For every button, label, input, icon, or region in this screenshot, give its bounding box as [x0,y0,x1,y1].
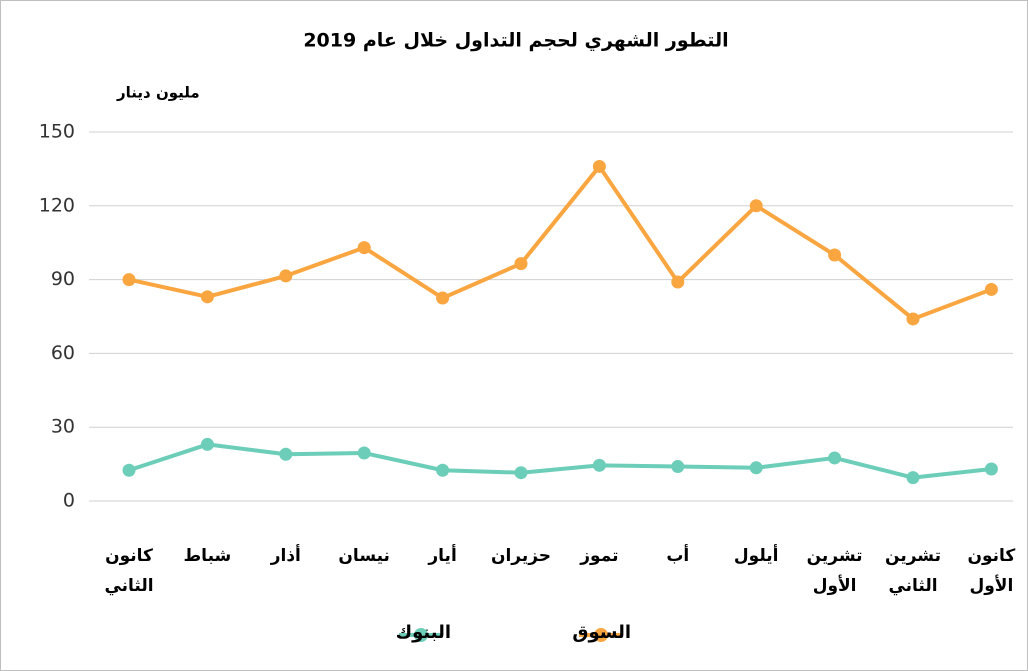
legend-swatch-marker [594,628,608,642]
line-series [128,164,993,321]
data-point [436,291,450,305]
data-point [514,466,528,480]
data-point [906,312,920,326]
x-tick-label: كانون الثاني [104,546,154,596]
y-tick-label: 120 [39,194,75,216]
x-tick-label: شباط [183,546,232,566]
y-tick-label: 90 [51,268,75,290]
x-tick-label: نيسان [338,546,390,566]
data-point [749,199,763,213]
data-point [828,248,842,262]
y-axis-label: مليون دينار [116,84,200,102]
y-tick-label: 60 [51,342,75,364]
x-tick-label: تشرين الثاني [885,546,941,596]
x-tick-label: أيلول [733,546,779,566]
data-point [592,159,606,173]
y-tick-label: 0 [63,490,75,512]
legend-label: السوق [572,622,631,643]
x-tick-label: أب [666,546,690,566]
data-point [200,290,214,304]
y-tick-label: 30 [51,416,75,438]
x-tick-label: تموز [580,546,619,566]
data-point [984,282,998,296]
data-point [357,241,371,255]
x-tick-label: أذار [270,546,301,566]
x-tick-label: تشرين الأول [806,546,863,596]
legend-label: البنوك [396,622,451,643]
data-point [671,460,685,474]
chart-title: التطور الشهري لحجم التداول خلال عام 2019 [303,30,728,53]
data-point [200,437,214,451]
data-point [357,446,371,460]
line-series [128,442,992,480]
data-point [749,461,763,475]
data-point [122,463,136,477]
data-point [984,462,998,476]
data-point [436,463,450,477]
y-tick-label: 150 [39,121,75,143]
data-point [906,471,920,485]
data-point [592,458,606,472]
data-point [279,269,293,283]
x-tick-label: كانون الأول [967,546,1016,596]
data-point [279,447,293,461]
data-point [671,275,685,289]
x-tick-label: أيار [428,546,457,566]
data-point [514,257,528,271]
data-point [122,273,136,287]
data-point [828,451,842,465]
x-tick-label: حزيران [490,546,552,566]
legend-swatch-marker [414,628,428,642]
